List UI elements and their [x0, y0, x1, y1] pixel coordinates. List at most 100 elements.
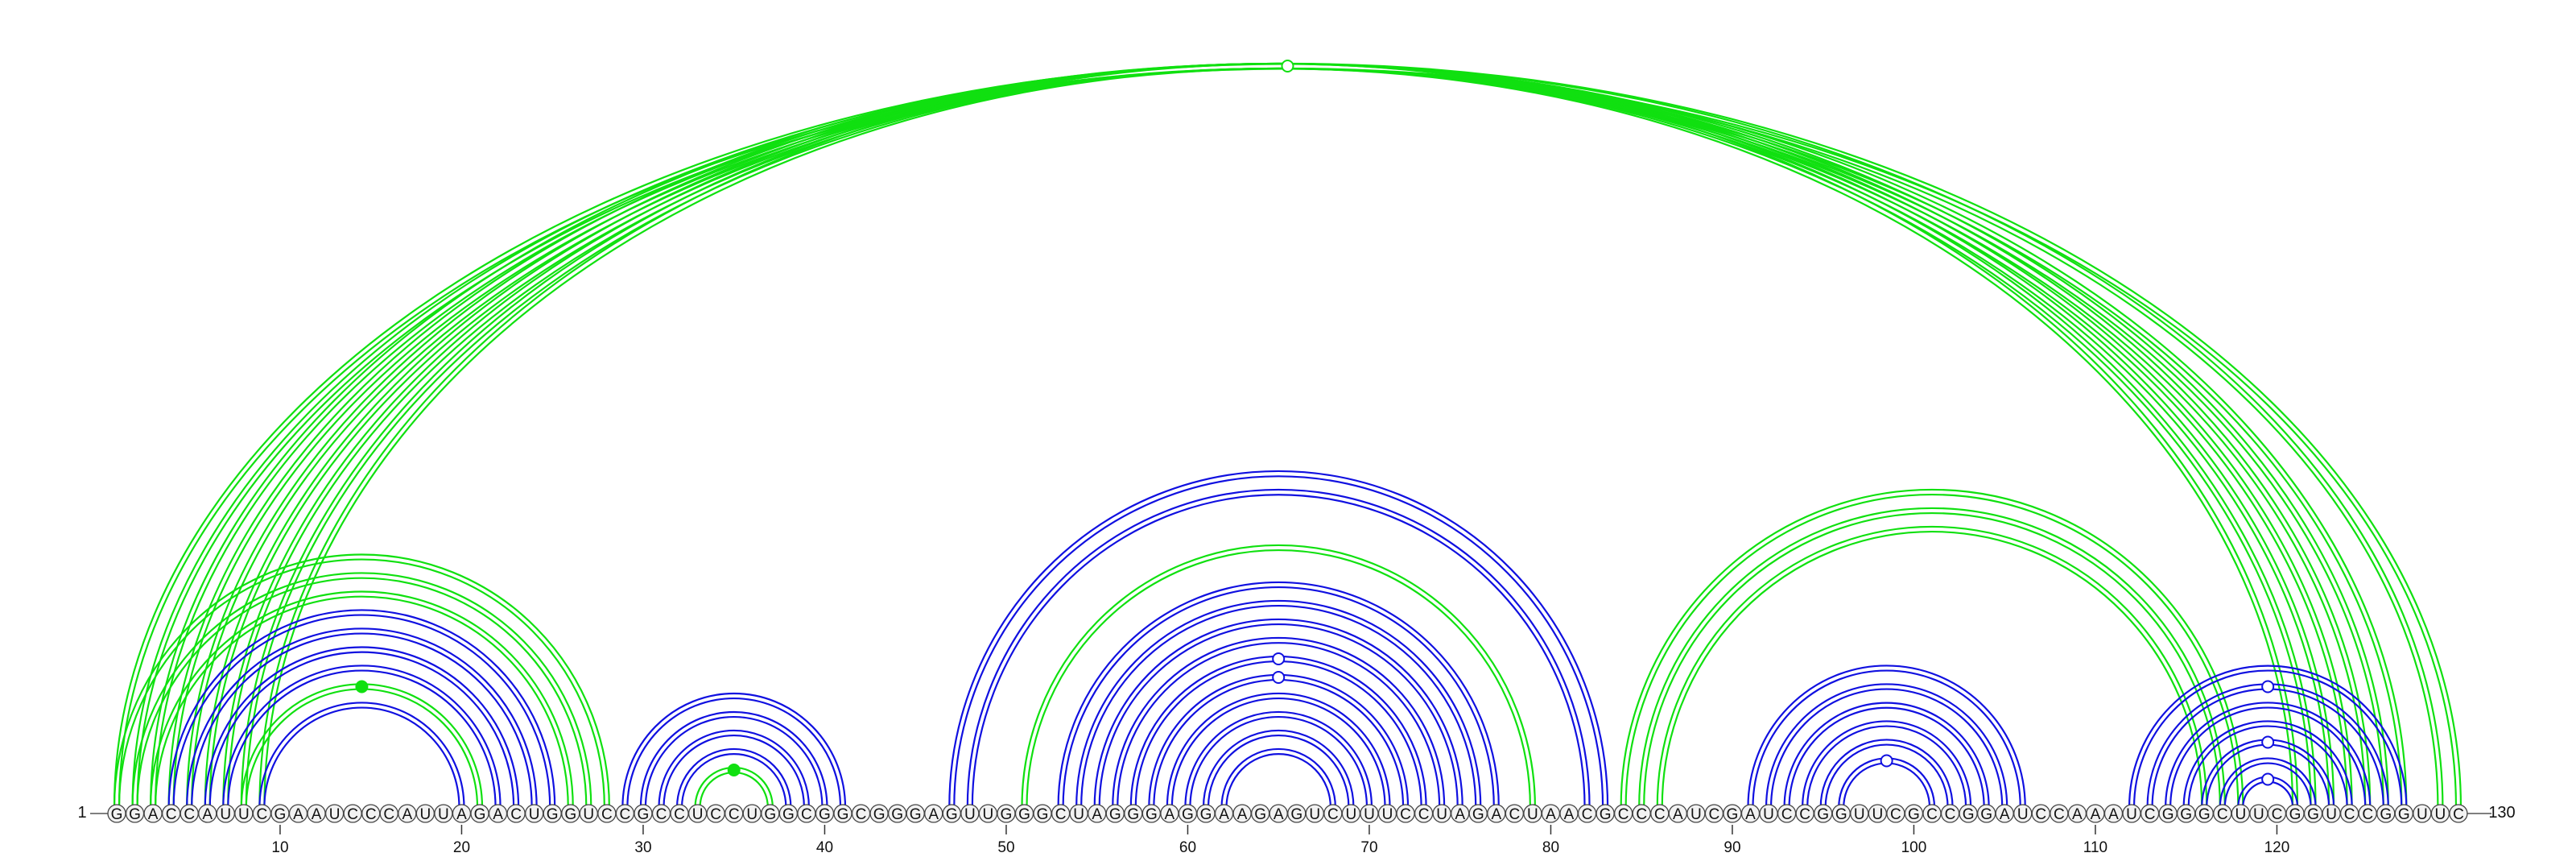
- nucleotide-47: G: [942, 804, 961, 823]
- nucleotide-110: A: [2086, 804, 2105, 823]
- base-pair-arc-6-124-strand-1: [208, 67, 2348, 808]
- nucleotide-letter: G: [474, 806, 486, 823]
- nucleotide-29: C: [615, 804, 635, 823]
- nucleotide-46: A: [924, 804, 943, 823]
- base-pair-arc-7-123-strand-2: [222, 62, 2335, 808]
- nucleotide-letter: C: [2362, 806, 2373, 823]
- nucleotide-letter: C: [656, 806, 667, 823]
- nucleotide-letter: G: [764, 806, 776, 823]
- nucleotide-36: U: [742, 804, 762, 823]
- nucleotide-letter: A: [1219, 806, 1229, 823]
- markers-layer: [355, 60, 2275, 786]
- nucleotide-12: A: [307, 804, 326, 823]
- nucleotide-60: G: [1178, 804, 1198, 823]
- nucleotide-letter: U: [1382, 806, 1393, 823]
- nucleotide-letter: G: [2198, 806, 2211, 823]
- nucleotide-119: U: [2249, 804, 2268, 823]
- nucleotide-letter: U: [583, 806, 594, 823]
- nucleotide-37: G: [761, 804, 780, 823]
- base-pair-arc-6-23-strand-1: [208, 651, 515, 808]
- nucleotide-letter: C: [1654, 806, 1666, 823]
- nucleotide-18: U: [415, 804, 435, 823]
- nucleotide-letter: U: [2235, 806, 2246, 823]
- nucleotide-letter: G: [1908, 806, 1920, 823]
- nucleotide-letter: A: [2091, 806, 2101, 823]
- nucleotide-59: A: [1160, 804, 1179, 823]
- nucleotide-letter: C: [729, 806, 740, 823]
- base-pair-arc-95-102-strand-2: [1819, 739, 1954, 808]
- nucleotide-125: C: [2358, 804, 2377, 823]
- nucleotide-32: C: [670, 804, 689, 823]
- nucleotide-109: A: [2067, 804, 2087, 823]
- nucleotide-58: G: [1141, 804, 1161, 823]
- nucleotide-118: U: [2231, 804, 2251, 823]
- base-pair-arc-1-130-strand-1: [118, 67, 2458, 808]
- nucleotide-75: A: [1451, 804, 1470, 823]
- nucleotide-letter: C: [1890, 806, 1901, 823]
- nucleotide-65: A: [1269, 804, 1288, 823]
- base-pair-arc-4-25-strand-2: [167, 609, 556, 808]
- nucleotide-letter: U: [1346, 806, 1357, 823]
- sequence-end-label: 130: [2488, 804, 2515, 822]
- nucleotide-26: G: [561, 804, 580, 823]
- nucleotide-letter: U: [983, 806, 994, 823]
- nucleotide-97: U: [1850, 804, 1869, 823]
- nucleotide-54: U: [1069, 804, 1088, 823]
- base-pair-arc-95-102-strand-1: [1824, 743, 1949, 808]
- nucleotide-1: G: [107, 804, 126, 823]
- nucleotide-116: G: [2194, 804, 2214, 823]
- nucleotide-letter: U: [692, 806, 704, 823]
- nucleotide-letter: C: [674, 806, 685, 823]
- nucleotide-letter: C: [1582, 806, 1593, 823]
- base-pair-arc-55-75-strand-1: [1098, 623, 1459, 808]
- nucleotide-letter: G: [1980, 806, 1992, 823]
- nucleotide-102: C: [1940, 804, 1960, 823]
- base-pair-arc-60-70-strand-2: [1184, 710, 1373, 808]
- base-pair-arc-86-116-strand-2: [1656, 525, 2208, 808]
- base-pair-arc-4-25-strand-1: [172, 614, 551, 808]
- nucleotide-122: G: [2303, 804, 2323, 823]
- nucleotide-30: G: [634, 804, 653, 823]
- nucleotide-letter: C: [184, 806, 195, 823]
- base-pair-arc-54-76-strand-2: [1075, 599, 1482, 808]
- nucleotide-13: U: [324, 804, 345, 823]
- nucleotide-letter: C: [1709, 806, 1720, 823]
- nucleotide-letter: U: [2017, 806, 2029, 823]
- nucleotide-130: C: [2449, 804, 2468, 823]
- base-pair-arc-56-74-strand-2: [1112, 636, 1446, 808]
- nucleotide-letter: G: [1200, 806, 1212, 823]
- base-pair-arc-7-22-strand-1: [227, 669, 497, 808]
- nucleotide-87: A: [1668, 804, 1687, 823]
- nucleotide-letter: G: [2289, 806, 2301, 823]
- nucleotide-64: G: [1251, 804, 1270, 823]
- nucleotide-circle: [2449, 804, 2468, 823]
- nucleotide-letter: U: [1527, 806, 1538, 823]
- nucleotide-letter: G: [1963, 806, 1975, 823]
- nucleotide-23: C: [506, 804, 526, 823]
- nucleotide-letter: A: [1092, 806, 1102, 823]
- nucleotide-letter: U: [2253, 806, 2264, 823]
- base-pair-arc-1-28-strand-1: [118, 558, 605, 808]
- nucleotide-letter: A: [402, 806, 412, 823]
- nucleotide-129: U: [2430, 804, 2450, 823]
- nucleotide-letter: C: [2035, 806, 2046, 823]
- nucleotide-112: U: [2122, 804, 2141, 823]
- arc-marker-96-101: [1880, 754, 1893, 768]
- nucleotide-49: U: [978, 804, 998, 823]
- nucleotide-91: A: [1740, 804, 1761, 823]
- nucleotide-letter: G: [2398, 806, 2410, 823]
- nucleotide-letter: U: [1309, 806, 1320, 823]
- nucleotide-letter: U: [1436, 806, 1447, 823]
- nucleotide-letter: G: [1817, 806, 1829, 823]
- base-pair-arc-93-104-strand-1: [1788, 706, 1985, 808]
- base-pair-arc-84-118-strand-1: [1624, 494, 2240, 808]
- nucleotide-letter: C: [383, 806, 394, 823]
- nucleotide-50: G: [997, 804, 1016, 823]
- base-pair-arc-9-121-strand-2: [258, 62, 2299, 808]
- nucleotide-128: U: [2413, 804, 2432, 823]
- base-pair-arc-48-82-strand-1: [971, 494, 1586, 808]
- nucleotide-15: C: [361, 804, 381, 823]
- base-pair-arc-1-28-strand-2: [113, 553, 610, 808]
- base-pair-arc-53-77-strand-1: [1062, 586, 1495, 808]
